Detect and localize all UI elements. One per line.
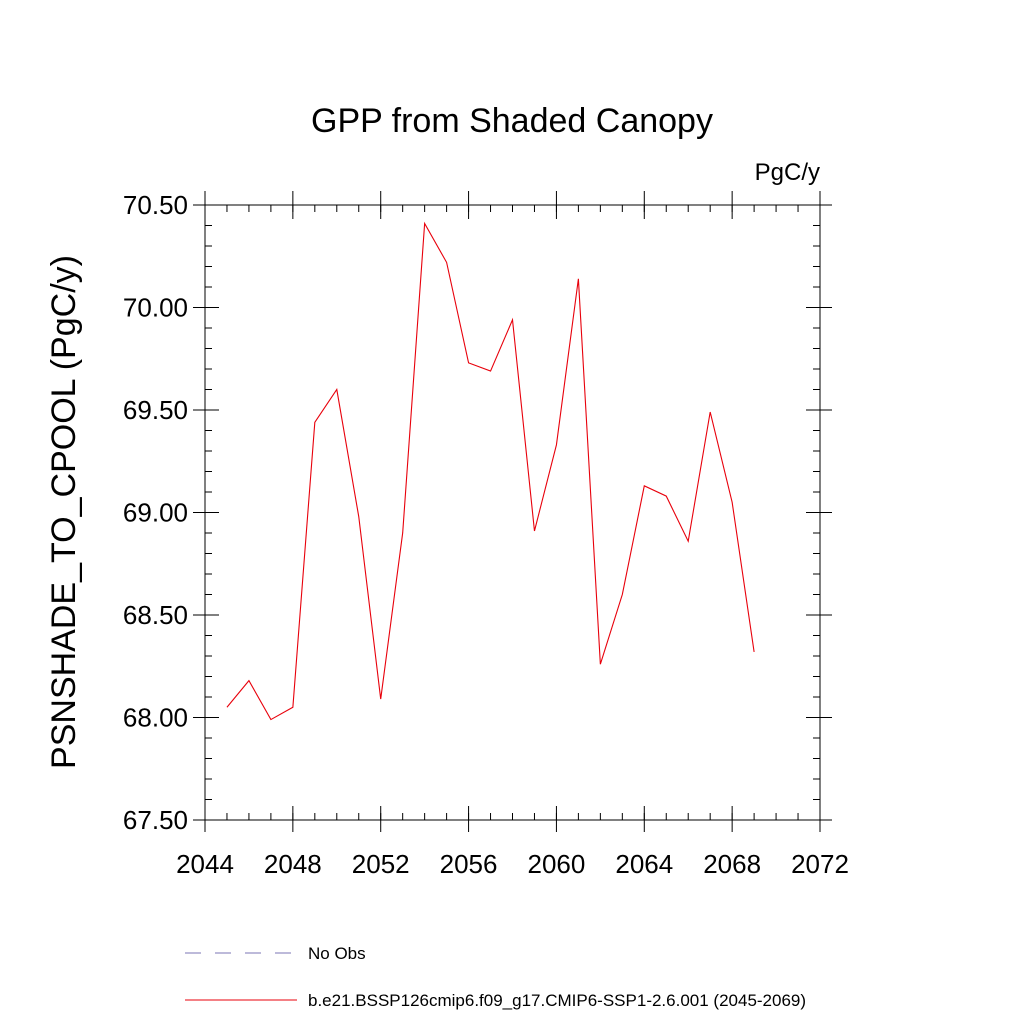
y-tick-label: 69.00	[123, 498, 188, 528]
series-line	[226, 221, 755, 721]
units-label: PgC/y	[755, 159, 820, 186]
y-tick-label: 70.00	[123, 293, 188, 323]
y-tick-label: 70.50	[123, 190, 188, 220]
legend: No Obs b.e21.BSSP126cmip6.f09_g17.CMIP6-S…	[185, 944, 806, 1010]
legend-label: b.e21.BSSP126cmip6.f09_g17.CMIP6-SSP1-2.…	[308, 991, 806, 1010]
x-tick-label: 2060	[528, 849, 586, 879]
y-tick-label: 67.50	[123, 805, 188, 835]
y-tick-label: 69.50	[123, 395, 188, 425]
x-tick-label: 2052	[352, 849, 410, 879]
series-lines	[226, 221, 755, 721]
chart-title: GPP from Shaded Canopy	[311, 102, 713, 140]
axes: 2044 2048 2052 2056 2060 2064 2068 2072 67.50 68.…	[123, 190, 849, 879]
plot-frame	[204, 204, 821, 821]
x-tick-label: 2072	[791, 849, 849, 879]
x-tick-label: 2056	[440, 849, 498, 879]
y-axis-label: PSNSHADE_TO_CPOOL (PgC/y)	[45, 255, 83, 769]
legend-label: No Obs	[308, 944, 366, 963]
x-tick-label: 2044	[176, 849, 234, 879]
x-tick-label: 2064	[615, 849, 673, 879]
y-tick-label: 68.00	[123, 703, 188, 733]
x-tick-label: 2048	[264, 849, 322, 879]
y-tick-label: 68.50	[123, 600, 188, 630]
x-tick-label: 2068	[703, 849, 761, 879]
